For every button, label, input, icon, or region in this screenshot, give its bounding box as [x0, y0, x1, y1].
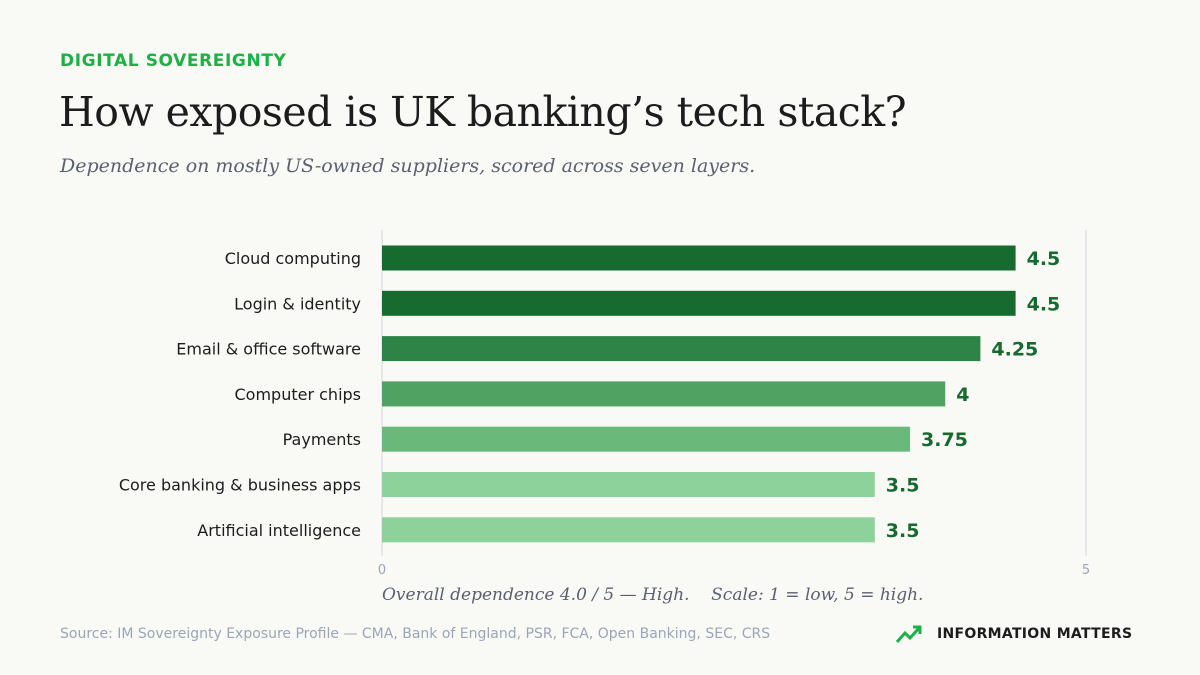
category-label: Payments: [283, 430, 361, 449]
bar: [382, 426, 910, 452]
value-label: 3.5: [886, 475, 920, 497]
trend-up-arrow-icon: [895, 625, 922, 643]
source-note: Source: IM Sovereignty Exposure Profile …: [60, 626, 771, 642]
brand: INFORMATION MATTERS: [895, 624, 1132, 644]
bar: [382, 245, 1016, 271]
summary-note: Overall dependence 4.0 / 5 — High. Scale…: [382, 585, 924, 605]
bar: [382, 290, 1016, 316]
value-label: 3.75: [921, 429, 968, 451]
x-tick-label: 0: [378, 563, 386, 578]
chart-subtitle: Dependence on mostly US-owned suppliers,…: [60, 155, 756, 177]
category-label: Core banking & business apps: [119, 476, 361, 495]
category-label: Login & identity: [234, 294, 361, 313]
category-label: Computer chips: [235, 385, 362, 404]
value-label: 3.5: [886, 520, 920, 542]
bar: [382, 336, 981, 362]
category-label: Email & office software: [176, 340, 361, 359]
value-label: 4.25: [991, 339, 1038, 361]
category-label: Cloud computing: [225, 249, 361, 268]
value-label: 4: [956, 384, 969, 406]
value-label: 4.5: [1027, 293, 1061, 315]
bar-chart: Cloud computing 4.5 Login & identity 4.5 Ema…: [119, 230, 1090, 578]
kicker: DIGITAL SOVEREIGNTY: [60, 51, 287, 71]
bar: [382, 517, 875, 543]
category-label: Artificial intelligence: [197, 521, 361, 540]
bar: [382, 381, 946, 407]
brand-label: INFORMATION MATTERS: [937, 626, 1133, 642]
chart-title: How exposed is UK banking’s tech stack?: [59, 88, 907, 136]
bar: [382, 472, 875, 497]
x-tick-label: 5: [1082, 563, 1090, 578]
value-label: 4.5: [1027, 248, 1061, 270]
